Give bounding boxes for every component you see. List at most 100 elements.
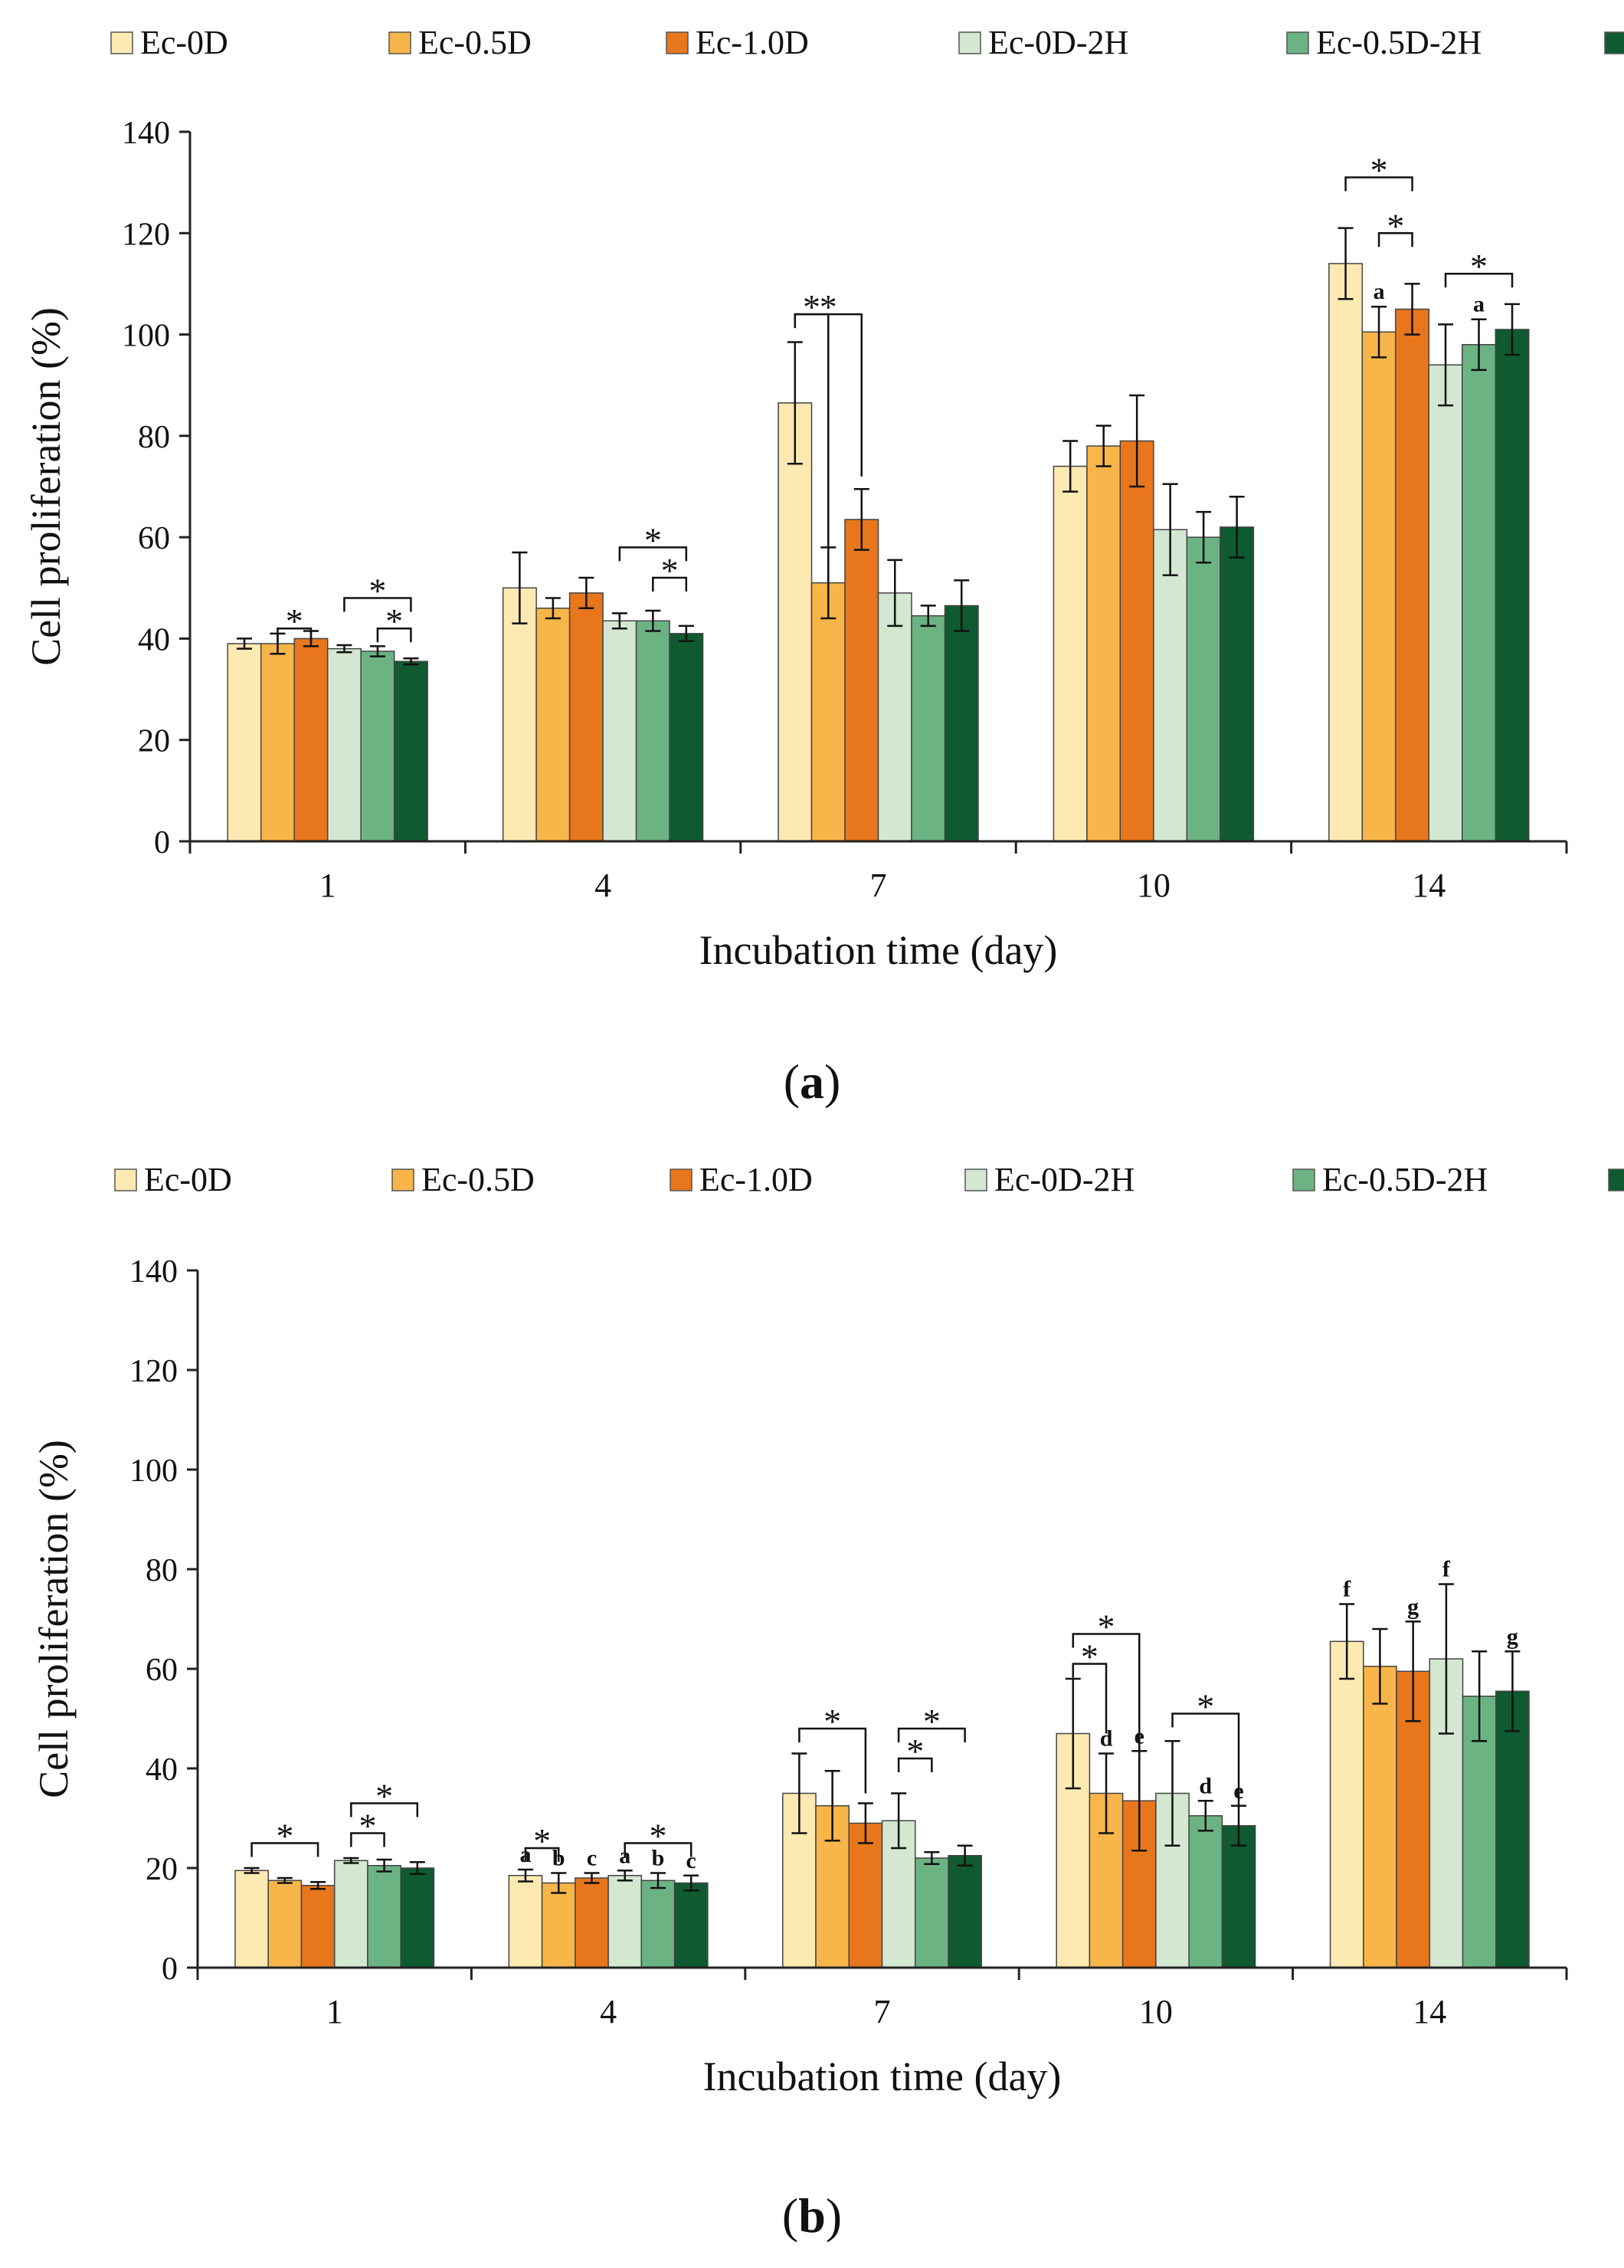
significance-star: * [823, 1702, 841, 1741]
x-tick-label: 4 [594, 867, 611, 904]
bar [810, 582, 846, 842]
legend-swatch-4 [958, 31, 981, 54]
bar [778, 402, 813, 842]
bar-letter: c [587, 1846, 597, 1871]
bar-letter: d [1199, 1773, 1212, 1798]
bar [640, 1880, 676, 1968]
significance-star: * [1470, 247, 1488, 286]
significance-bracket [897, 1727, 966, 1742]
legend-label-3: Ec-1.0D [696, 24, 809, 61]
bar [1153, 529, 1188, 842]
significance-bracket [350, 1832, 385, 1847]
y-axis-title: Cell proliferation (%) [31, 1440, 77, 1798]
bar [234, 1870, 269, 1968]
bar [360, 651, 395, 842]
significance-bracket [798, 1727, 867, 1794]
x-tick-label: 10 [1137, 867, 1171, 904]
significance-bracket [1171, 1712, 1240, 1808]
legend-label-5: Ec-0.5D-2H [1316, 24, 1482, 61]
x-axis-title: Incubation time (day) [703, 2053, 1062, 2099]
legend-swatch-3 [670, 1168, 692, 1191]
bar-letter: a [1374, 279, 1385, 304]
bar-letter: f [1442, 1557, 1451, 1582]
series-2 [260, 305, 1396, 842]
bar [1220, 526, 1255, 842]
y-tick-label: 40 [146, 1752, 178, 1788]
legend-label-1: Ec-0D [140, 24, 228, 61]
significance-star: * [1098, 1608, 1115, 1647]
x-axis-title: Incubation time (day) [699, 927, 1058, 973]
bar [1363, 1666, 1397, 1968]
bar-letter: e [1233, 1778, 1243, 1804]
significance-star: * [359, 1807, 376, 1846]
panel-label-a: (a) [783, 1054, 841, 1109]
x-tick-label: 1 [319, 867, 336, 904]
bar-letter: d [1100, 1726, 1113, 1752]
significance-bracket [524, 1847, 560, 1862]
significance-star: * [820, 287, 837, 326]
significance-bracket [897, 1757, 933, 1772]
bar [1188, 1815, 1223, 1968]
series-3 [300, 1621, 1431, 1968]
significance-star: * [533, 1821, 551, 1860]
bar [911, 615, 946, 842]
legend-swatch-2 [388, 31, 411, 54]
significance-bracket [1072, 1663, 1108, 1734]
legend: Ec-0DEc-0.5DEc-1.0DEc-0D-2HEc-0.5D-2HEc-… [110, 24, 1624, 61]
significance-star: * [1197, 1687, 1214, 1726]
bar [575, 1877, 609, 1968]
series-1 [234, 1603, 1364, 1968]
significance-star: * [803, 287, 820, 326]
significance-bracket [1377, 232, 1413, 247]
significance-bracket [624, 1842, 692, 1857]
series-3 [293, 283, 1430, 842]
bar [1186, 536, 1221, 842]
significance-bracket [350, 1802, 419, 1817]
x-tick-label: 1 [326, 1993, 343, 2030]
bar [1361, 331, 1396, 842]
bar [848, 1822, 883, 1968]
y-tick-label: 0 [154, 825, 170, 860]
legend-swatch-1 [110, 31, 133, 54]
x-tick-label: 10 [1139, 1993, 1173, 2030]
bar-letter: c [686, 1848, 696, 1873]
bar [948, 1855, 982, 1968]
x-tick-label: 7 [874, 1993, 891, 2030]
bar [400, 1867, 435, 1968]
legend-label-5: Ec-0.5D-2H [1322, 1161, 1488, 1198]
y-tick-label: 80 [138, 420, 170, 455]
significance-bracket [618, 546, 688, 562]
legend: Ec-0DEc-0.5DEc-1.0DEc-0D-2HEc-0.5D-2HEc-… [114, 1161, 1624, 1198]
panel-label-b: (b) [781, 2188, 843, 2243]
chart-panel-a: Ec-0DEc-0.5DEc-1.0DEc-0D-2HEc-0.5D-2HEc-… [23, 24, 1624, 973]
bar [267, 1880, 303, 1968]
y-tick-label: 60 [138, 521, 170, 556]
significance-star: * [649, 1817, 666, 1856]
bar [1395, 308, 1430, 842]
significance-star: * [286, 601, 303, 641]
bar [508, 1875, 543, 1968]
bar [607, 1875, 643, 1968]
significance-star: * [276, 1817, 293, 1856]
bar [877, 592, 912, 842]
legend-label-2: Ec-0.5D [421, 1161, 535, 1198]
bar [844, 519, 879, 842]
bar-letter: e [1135, 1723, 1144, 1749]
bar-letter: b [552, 1846, 565, 1871]
series-1 [227, 227, 1364, 842]
significance-star: * [1387, 206, 1404, 245]
y-tick-label: 60 [146, 1653, 178, 1688]
significance-star: * [1081, 1637, 1098, 1676]
bar [669, 633, 704, 842]
legend-swatch-3 [666, 31, 689, 54]
legend-swatch-4 [964, 1168, 987, 1191]
significance-star: * [385, 601, 403, 641]
legend-swatch-2 [391, 1168, 414, 1191]
legend-swatch-6 [1608, 1168, 1624, 1191]
significance-star: * [375, 1777, 393, 1816]
y-tick-label: 100 [129, 1454, 178, 1489]
significance-bracket [376, 627, 412, 643]
y-tick-label: 100 [122, 319, 170, 354]
bar [393, 660, 428, 842]
